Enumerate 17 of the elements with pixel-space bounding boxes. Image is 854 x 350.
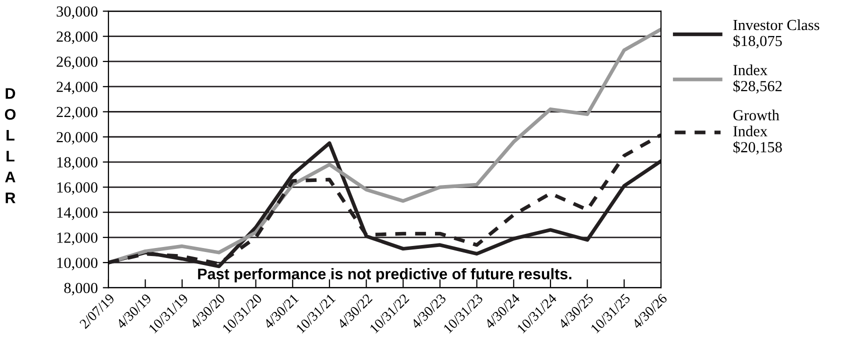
y-tick-label: 12,000 [57,232,98,246]
y-tick-label: 20,000 [56,132,98,145]
y-tick-label: 28,000 [56,31,98,44]
y-tick-label: 14,000 [57,207,98,220]
y-tick-label: 18,000 [57,157,98,170]
legend-label: Growth Index $20,158 [733,110,782,155]
legend-label: Investor Class $18,075 [733,19,820,48]
y-tick-label: 30,000 [56,6,98,19]
y-tick-label: 10,000 [57,258,98,270]
legend-label: Index $28,562 [733,64,782,94]
y-tick-label: 16,000 [57,182,98,195]
annotation: Past performance is not predictive of future results. [198,268,572,282]
y-tick-label: 24,000 [56,82,98,94]
y-tick-label: 26,000 [56,56,98,70]
y-axis-title: DOLLAR [4,88,16,204]
y-tick-label: 22,000 [56,106,98,120]
y-tick-label: 8,000 [64,282,98,296]
